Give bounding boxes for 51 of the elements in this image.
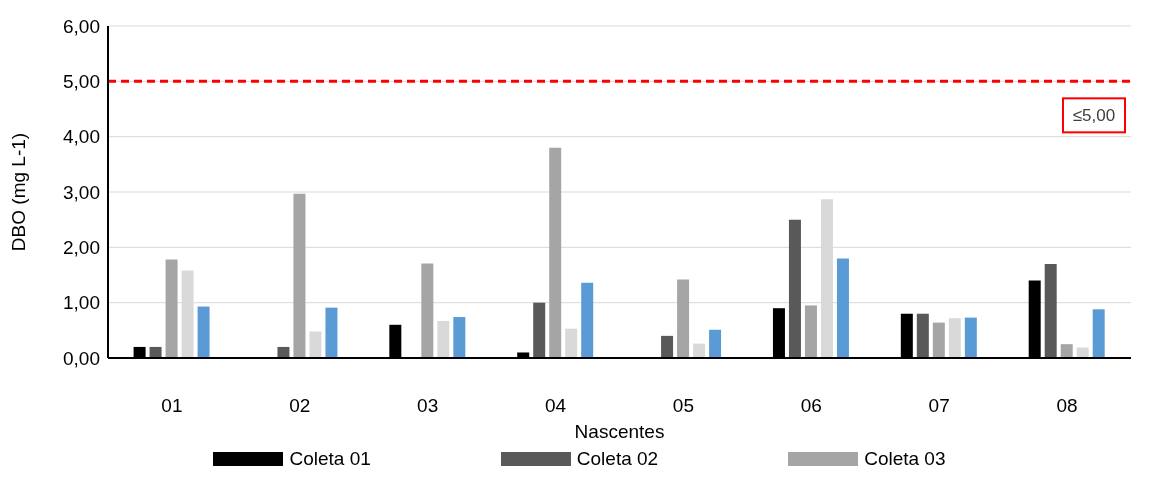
y-axis-title: DBO (mg L-1): [7, 132, 29, 252]
x-axis-title: Nascentes: [574, 421, 665, 442]
bar: [421, 263, 434, 358]
bar: [932, 322, 945, 358]
y-tick-label: 5,00: [63, 71, 100, 93]
y-tick-label: 2,00: [63, 237, 100, 259]
x-tick-label: 05: [672, 395, 695, 417]
legend-label: Coleta 03: [864, 448, 946, 470]
bar: [533, 302, 546, 358]
legend-label: Coleta 02: [576, 448, 659, 470]
x-tick-label: 08: [1056, 395, 1078, 417]
label-box: ≤5,00: [1062, 97, 1126, 134]
bar: [197, 306, 210, 358]
bar: [581, 282, 594, 358]
bar: [709, 329, 722, 358]
x-tick-label: 04: [544, 395, 567, 417]
bar: [309, 331, 322, 358]
y-tick-label: 6,00: [63, 15, 100, 37]
bar: [661, 335, 674, 358]
bar: [293, 193, 306, 358]
ref-line-label: ≤5,00: [1072, 106, 1116, 126]
bar: [549, 147, 562, 358]
bar: [677, 279, 690, 358]
bar: [1076, 347, 1089, 358]
y-tick-label: 3,00: [63, 181, 100, 203]
x-tick-label: 01: [161, 395, 183, 417]
bar: [788, 219, 801, 358]
bar: [149, 346, 162, 358]
bar: [453, 317, 466, 358]
x-tick-label: 07: [928, 395, 950, 417]
bar: [437, 320, 450, 358]
y-tick-label: 1,00: [63, 292, 100, 314]
y-tick-label: 0,00: [63, 347, 100, 369]
legend-label: Coleta 01: [289, 448, 371, 470]
bar: [1092, 309, 1105, 358]
x-tick-label: 06: [800, 395, 822, 417]
bar: [165, 259, 178, 358]
x-tick-label: 03: [417, 395, 439, 417]
bar: [948, 318, 961, 358]
y-tick-label: 4,00: [63, 126, 100, 148]
bar: [804, 305, 817, 358]
bar: [964, 317, 977, 358]
bar: [565, 328, 578, 358]
bar: [836, 258, 849, 358]
bar: [277, 346, 290, 358]
x-tick-label: 02: [289, 395, 311, 417]
bar: [693, 343, 706, 358]
bar: [916, 313, 929, 358]
bar: [325, 307, 338, 358]
bar: [1044, 263, 1057, 358]
bar: [1060, 344, 1073, 358]
